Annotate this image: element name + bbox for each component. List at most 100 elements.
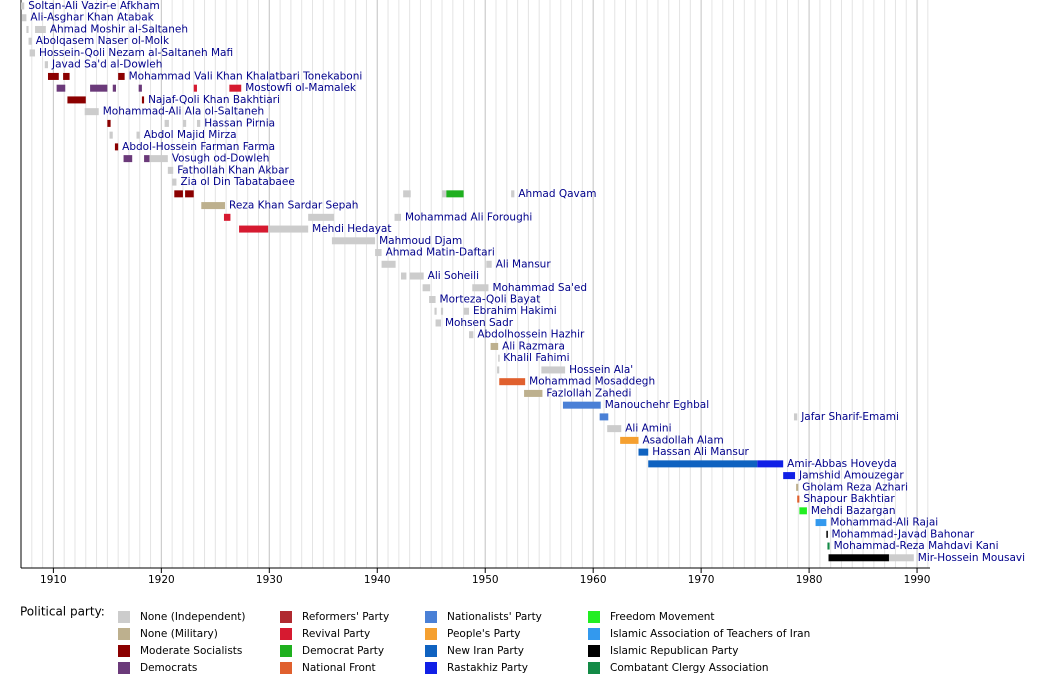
legend-label: Freedom Movement: [610, 611, 715, 623]
legend-label: Nationalists' Party: [447, 611, 542, 623]
term-bar: [21, 2, 25, 10]
legend-label: Islamic Republican Party: [610, 645, 738, 657]
term-bar: [638, 448, 649, 456]
row-label: Shapour Bakhtiar: [803, 493, 895, 505]
row-label: Mehdi Bazargan: [811, 505, 896, 517]
term-bar: [114, 143, 119, 151]
row-label: Fathollah Khan Akbar: [177, 164, 289, 176]
legend-label: People's Party: [447, 628, 521, 640]
term-bar: [63, 72, 70, 80]
row-label: Ahmad Matin-Daftari: [386, 247, 495, 259]
term-bar: [167, 166, 174, 174]
term-bar: [109, 131, 113, 139]
term-bar: [648, 460, 758, 468]
row-label: Reza Khan Sardar Sepah: [229, 200, 358, 212]
x-tick-label: 1950: [472, 574, 499, 586]
term-bar: [223, 213, 231, 221]
term-bar: [84, 108, 99, 116]
row-label: Mohammad-Ali Ala ol-Saltaneh: [103, 106, 264, 118]
x-tick-label: 1980: [796, 574, 823, 586]
term-bar: [118, 72, 125, 80]
row-label: Morteza-Qoli Bayat: [440, 294, 541, 306]
term-bar: [35, 25, 46, 33]
legend-label: Democrat Party: [302, 645, 384, 657]
term-bar: [394, 213, 402, 221]
legend-swatch: [280, 628, 292, 640]
row-label: Mohammad Ali Foroughi: [405, 211, 532, 223]
term-bar: [172, 178, 177, 186]
term-bar: [401, 272, 407, 280]
x-tick-label: 1960: [580, 574, 607, 586]
row-label: Abdolhossein Hazhir: [477, 329, 585, 341]
legend-label: None (Independent): [140, 611, 245, 623]
row-label: Mohammad-Reza Mahdavi Kani: [834, 540, 999, 552]
legend-swatch: [280, 611, 292, 623]
row-label: Mohammad-Ali Rajai: [830, 517, 938, 529]
term-bar: [409, 272, 424, 280]
term-bar: [511, 190, 515, 198]
term-bar: [107, 119, 111, 127]
legend-swatch: [118, 645, 130, 657]
legend-swatch: [118, 611, 130, 623]
term-bar: [144, 155, 150, 163]
row-label: Mohammad Sa'ed: [492, 282, 587, 294]
term-bar: [26, 25, 29, 33]
term-bar: [308, 213, 335, 221]
row-label: Jafar Sharif-Emami: [800, 411, 899, 423]
term-bar: [497, 366, 500, 374]
term-bar: [827, 542, 830, 550]
row-label: Mahmoud Djam: [379, 235, 462, 247]
term-bar: [440, 307, 444, 315]
term-bar: [90, 84, 108, 92]
term-bar: [499, 378, 526, 386]
term-bar: [888, 554, 914, 562]
term-bar: [67, 96, 86, 104]
row-label: Mohammad Mosaddegh: [529, 376, 655, 388]
legend-label: Rastakhiz Party: [447, 662, 528, 674]
term-bar: [607, 425, 622, 433]
row-label: Ali Soheili: [428, 270, 479, 282]
term-bar: [28, 37, 32, 45]
legend-swatch: [118, 628, 130, 640]
legend-title: Political party:: [20, 605, 105, 619]
legend-swatch: [280, 662, 292, 674]
row-label: Abolqasem Naser ol-Molk: [36, 35, 170, 47]
row-label: Abdol-Hossein Farman Farma: [122, 141, 275, 153]
row-label: Mostowfi ol-Mamalek: [245, 82, 357, 94]
term-bar: [136, 131, 140, 139]
row-label: Mir-Hossein Mousavi: [918, 552, 1025, 564]
legend-label: Moderate Socialists: [140, 645, 242, 657]
legend-swatch: [425, 662, 437, 674]
row-label: Mohammad-Javad Bahonar: [831, 528, 974, 540]
row-label: Abdol Majid Mirza: [144, 129, 237, 141]
term-bar: [599, 413, 609, 421]
row-label: Gholam Reza Azhari: [802, 481, 908, 493]
legend-swatch: [588, 628, 600, 640]
term-bar: [442, 190, 447, 198]
term-bar: [435, 319, 441, 327]
row-label: Hassan Ali Mansur: [652, 446, 749, 458]
row-label: Najaf-Qoli Khan Bakhtiari: [148, 94, 280, 106]
x-tick-label: 1940: [364, 574, 391, 586]
term-bar: [472, 284, 489, 292]
row-label: Ahmad Qavam: [518, 188, 596, 200]
term-bar: [783, 472, 796, 480]
row-label: Ali-Asghar Khan Atabak: [30, 12, 154, 24]
row-label: Soltan-Ali Vazir-e Afkham: [28, 0, 160, 12]
legend-label: Combatant Clergy Association: [610, 662, 769, 674]
term-bar: [375, 249, 382, 257]
row-label: Mohsen Sadr: [445, 317, 514, 329]
row-label: Ali Mansur: [496, 258, 552, 270]
term-bar: [463, 307, 470, 315]
row-label: Ali Amini: [625, 423, 671, 435]
term-bar: [381, 260, 396, 268]
row-label: Hossein-Qoli Nezam al-Saltaneh Mafi: [39, 47, 233, 59]
term-bar: [44, 61, 48, 69]
term-bar: [331, 237, 376, 245]
term-bar: [22, 14, 27, 22]
row-label: Mehdi Hedayat: [312, 223, 391, 235]
term-bar: [490, 342, 499, 350]
term-bar: [429, 296, 436, 303]
legend-swatch: [588, 662, 600, 674]
